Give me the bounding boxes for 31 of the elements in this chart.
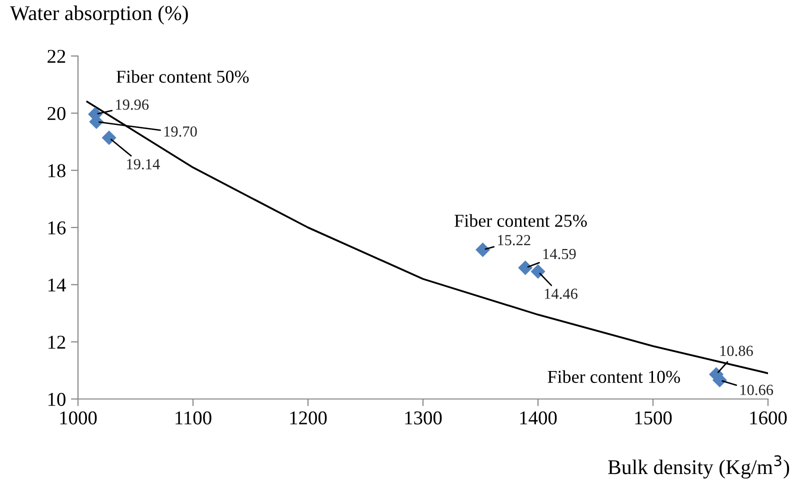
- data-label: 19.96: [116, 100, 149, 110]
- x-tick-label: 1500: [635, 411, 672, 424]
- y-tick-label: 16: [48, 221, 66, 234]
- y-tick-label: 18: [48, 164, 66, 178]
- data-label: 10.86: [720, 346, 753, 356]
- x-tick-label: 1000: [60, 411, 97, 424]
- x-tick-label: 1100: [176, 411, 212, 424]
- x-tick-label: 1400: [520, 411, 557, 424]
- data-label: 15.22: [498, 235, 530, 246]
- point: [476, 242, 490, 258]
- y-axis-title: Water absorption (%): [10, 6, 188, 24]
- annotation: Fiber content 50%: [116, 70, 249, 83]
- y-tick-label: 22: [48, 50, 66, 63]
- annotation: Fiber content 10%: [548, 370, 680, 383]
- data-label: 10.66: [740, 384, 774, 396]
- x-axis-title: Bulk density (Kg/m$^{3}$): [608, 455, 790, 479]
- x-tick-label: 1200: [290, 411, 327, 424]
- data-label: 19.14: [127, 159, 160, 170]
- x-tick-label: 1600: [750, 411, 787, 424]
- data-label: 14.59: [543, 248, 576, 260]
- y-tick-label: 20: [48, 106, 66, 120]
- y-tick-label: 10: [48, 392, 66, 406]
- y-tick-label: 14: [48, 278, 66, 292]
- point: [530, 264, 546, 279]
- data-label: 19.70: [164, 126, 197, 137]
- point: [102, 130, 116, 146]
- x-tick-label: 1300: [405, 411, 442, 424]
- y-tick-label: 12: [48, 336, 66, 349]
- annotation: Fiber content 25%: [454, 214, 587, 227]
- point: [518, 260, 533, 276]
- data-label: 14.46: [544, 288, 578, 300]
